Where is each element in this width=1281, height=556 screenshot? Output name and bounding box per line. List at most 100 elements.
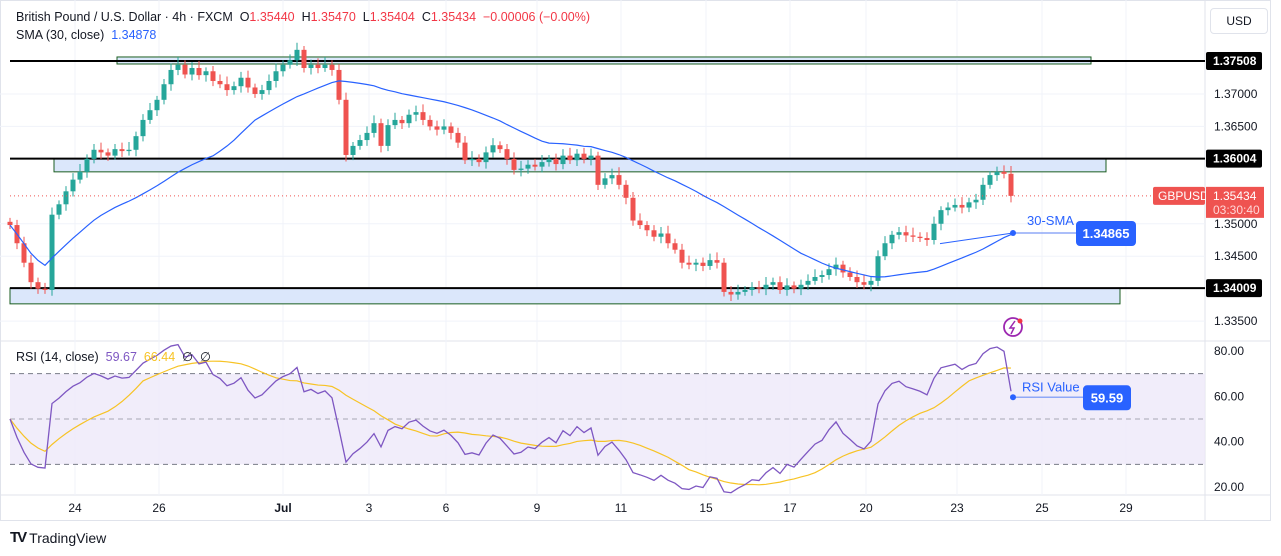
candle	[56, 200, 62, 220]
candle-body	[7, 221, 13, 226]
rsi-tick-label: 60.00	[1214, 389, 1244, 403]
candle-body	[420, 112, 426, 120]
candle-body	[931, 223, 937, 240]
candle-body	[448, 126, 454, 133]
candle-body	[371, 123, 377, 133]
candle	[574, 149, 580, 167]
level-label: 1.34009	[1213, 281, 1257, 295]
candle-body	[315, 64, 321, 69]
candle	[63, 186, 69, 211]
candle-body	[686, 262, 692, 265]
candle-body	[756, 287, 762, 289]
candle	[889, 230, 895, 250]
candle	[238, 71, 244, 93]
candle	[504, 143, 510, 165]
candle	[105, 148, 111, 161]
rsi-ma-value: 66.44	[143, 350, 176, 364]
candle-body	[833, 264, 839, 270]
candle-body	[301, 49, 307, 69]
price-tick-label: 1.36500	[1214, 119, 1258, 133]
candle	[840, 260, 846, 278]
candle	[833, 257, 839, 276]
candle	[336, 64, 342, 105]
sma-line	[9, 80, 1012, 278]
currency-button[interactable]: USD	[1210, 8, 1268, 34]
candle-body	[777, 282, 783, 290]
candle-body	[763, 284, 769, 289]
candle-body	[672, 243, 678, 250]
candle-body	[189, 68, 195, 75]
candle-body	[826, 269, 832, 276]
symbol-title: British Pound / U.S. Dollar · 4h · FXCM	[16, 10, 233, 24]
candle	[861, 274, 867, 290]
candle	[679, 243, 685, 269]
x-tick-label: 26	[152, 501, 166, 515]
candle-body	[140, 119, 146, 137]
candle	[434, 120, 440, 136]
candle-body	[546, 158, 552, 163]
candle-body	[35, 282, 41, 289]
rsi-line	[9, 343, 1012, 494]
candle	[441, 119, 447, 135]
candle	[868, 276, 874, 292]
candle	[693, 258, 699, 272]
candle-body	[637, 220, 643, 226]
candle	[812, 269, 818, 285]
candle-body	[280, 64, 286, 72]
candle-body	[945, 207, 951, 211]
tv-logo-icon: TV	[10, 529, 27, 546]
candle	[126, 141, 132, 156]
candle	[511, 152, 517, 175]
candle-body	[84, 158, 90, 172]
candle	[322, 56, 328, 72]
candle-body	[693, 262, 699, 265]
candle	[84, 154, 90, 178]
candle-body	[651, 230, 657, 237]
candle-body	[812, 276, 818, 281]
x-tick-label: 17	[783, 501, 797, 515]
rsi-legend[interactable]: RSI (14, close) 59.67 66.44 ∅ ∅	[16, 349, 211, 364]
candle-body	[98, 149, 104, 153]
sma-callout-extension	[939, 232, 1014, 245]
price-tick-label: 1.37000	[1214, 87, 1258, 101]
x-tick-label: Jul	[274, 501, 291, 515]
candle-body	[497, 145, 503, 150]
candle-body	[49, 214, 55, 290]
candle	[203, 67, 209, 82]
candle	[588, 148, 594, 166]
candle	[70, 173, 76, 197]
rsi-tick-label: 20.00	[1214, 480, 1244, 494]
candle-body	[721, 262, 727, 292]
candle	[455, 127, 461, 148]
candle-body	[28, 262, 34, 283]
candle	[287, 54, 293, 69]
low-label: L	[362, 10, 370, 24]
candle-body	[910, 235, 916, 237]
candle	[21, 236, 27, 268]
candle	[686, 255, 692, 270]
candle-body	[840, 264, 846, 273]
x-tick-label: 25	[1035, 501, 1049, 515]
tradingview-logo[interactable]: TV TradingView	[10, 529, 106, 546]
x-tick-label: 24	[68, 501, 82, 515]
x-tick-label: 23	[950, 501, 964, 515]
candle-body	[938, 210, 944, 224]
sma-legend[interactable]: SMA (30, close) 1.34878	[16, 28, 156, 42]
candle	[280, 60, 286, 77]
candle-body	[658, 233, 664, 237]
rsi-tick-label: 80.00	[1214, 344, 1244, 358]
candle-body	[196, 68, 202, 76]
candle	[742, 286, 748, 296]
candle	[630, 191, 636, 226]
candle-body	[133, 136, 139, 150]
candle-body	[469, 158, 475, 161]
candle	[112, 143, 118, 160]
price-tick-label: 1.33500	[1214, 314, 1258, 328]
price-tick-label: 1.35000	[1214, 217, 1258, 231]
candle	[539, 154, 545, 173]
candle	[910, 227, 916, 242]
candle	[168, 63, 174, 91]
rsi-value: 59.67	[105, 350, 137, 364]
